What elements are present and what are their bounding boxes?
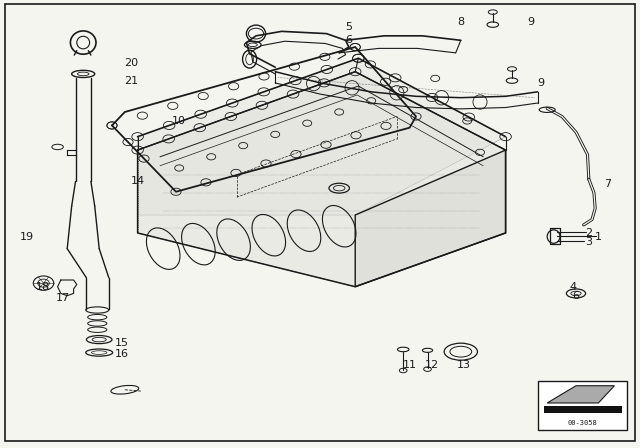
Text: 10: 10: [172, 116, 186, 126]
Text: 00-3058: 00-3058: [568, 421, 597, 426]
Text: 11: 11: [403, 360, 417, 370]
Text: 18: 18: [36, 282, 50, 292]
Text: 2: 2: [585, 228, 593, 238]
Text: 21: 21: [124, 76, 138, 86]
Text: 16: 16: [115, 349, 129, 359]
Polygon shape: [138, 58, 506, 215]
Text: 14: 14: [131, 177, 145, 186]
Bar: [538, 381, 627, 430]
Text: 9: 9: [537, 78, 545, 88]
Text: 5: 5: [346, 22, 352, 32]
Bar: [544, 406, 622, 414]
Text: 6: 6: [346, 35, 352, 45]
Text: 20: 20: [124, 58, 138, 68]
Text: 19: 19: [20, 233, 34, 242]
Text: 3: 3: [586, 237, 592, 247]
Text: 7: 7: [604, 179, 612, 189]
Polygon shape: [547, 386, 614, 403]
Text: 8: 8: [457, 17, 465, 27]
Text: 1: 1: [595, 233, 602, 242]
Polygon shape: [138, 72, 506, 287]
Polygon shape: [355, 150, 506, 287]
Text: 17: 17: [56, 293, 70, 303]
Text: 6: 6: [573, 291, 579, 301]
Text: 12: 12: [425, 360, 439, 370]
Text: 4: 4: [569, 282, 577, 292]
Text: 15: 15: [115, 338, 129, 348]
Text: 9: 9: [527, 17, 535, 27]
Text: 13: 13: [457, 360, 471, 370]
